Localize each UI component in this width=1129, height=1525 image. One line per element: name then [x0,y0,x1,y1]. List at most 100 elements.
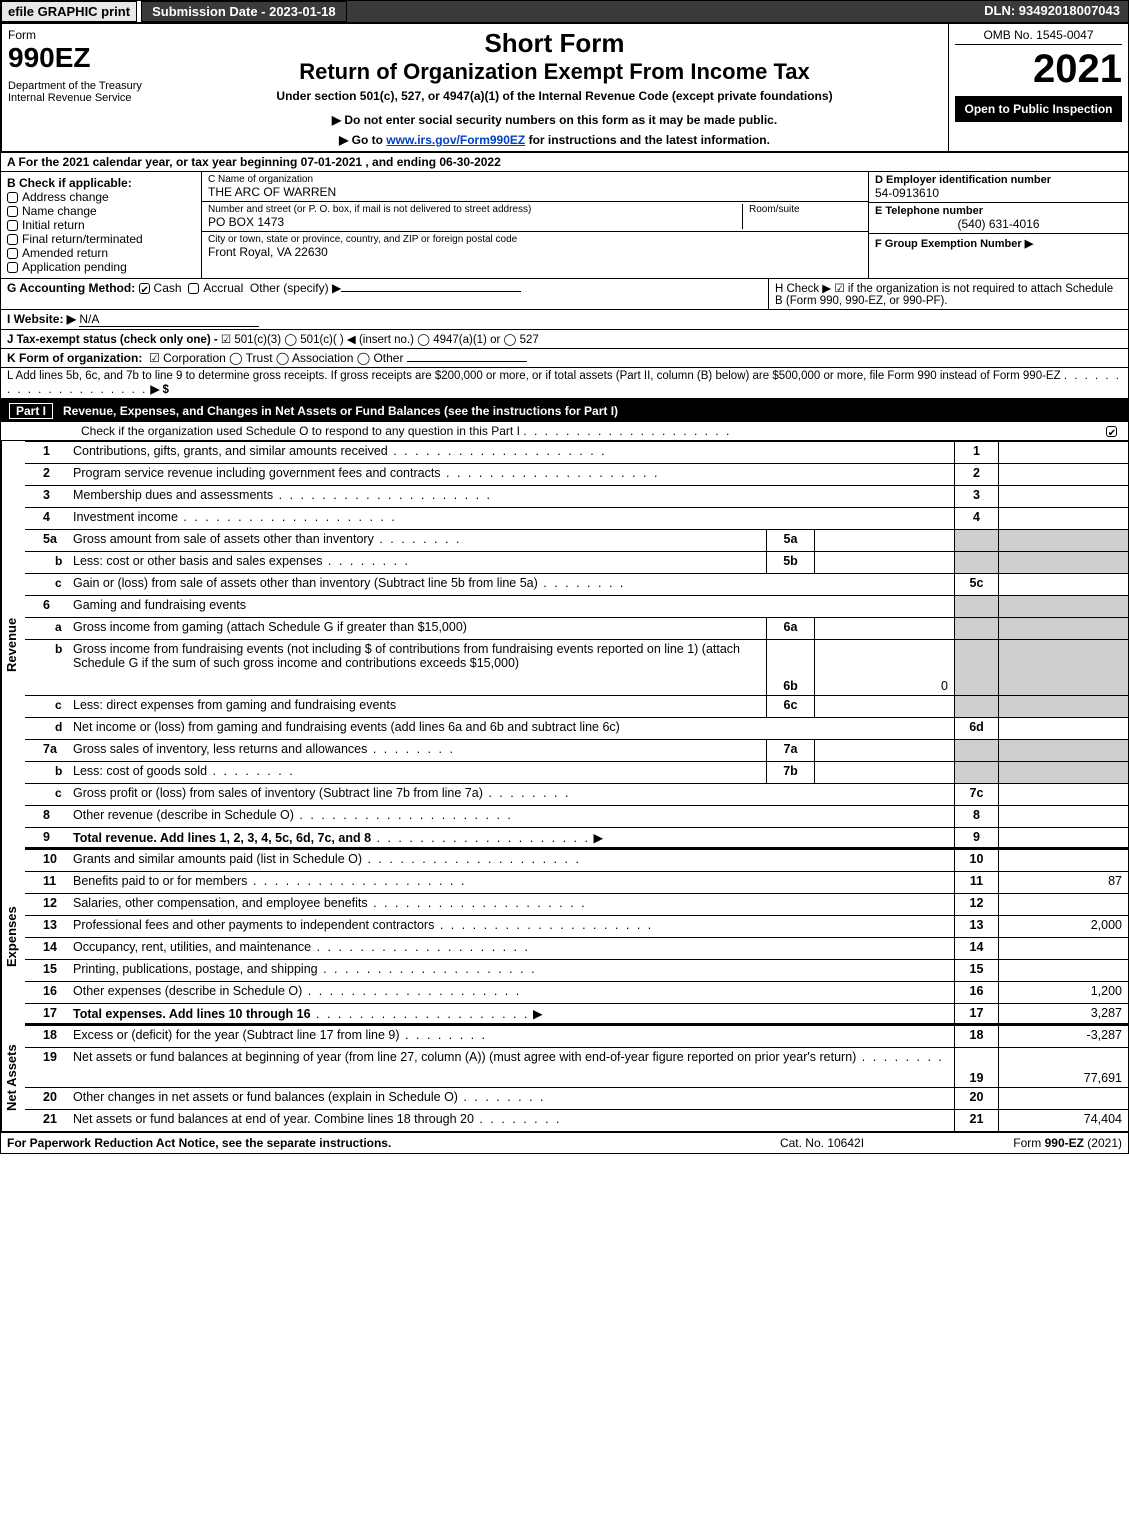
line-desc: Program service revenue including govern… [69,464,954,485]
line-3: 3 Membership dues and assessments 3 [25,485,1128,507]
section-g: G Accounting Method: Cash Accrual Other … [1,279,768,309]
print-button[interactable]: efile GRAPHIC print [1,1,137,22]
city-value: Front Royal, VA 22630 [208,245,862,259]
ein-value: 54-0913610 [875,186,1122,200]
line-1: 1 Contributions, gifts, grants, and simi… [25,441,1128,463]
city-row: City or town, state or province, country… [202,232,868,261]
dept-label: Department of the Treasury Internal Reve… [8,80,155,104]
org-name-value: THE ARC OF WARREN [208,185,862,199]
chk-application-pending[interactable]: Application pending [7,260,195,274]
dots-icon [523,424,731,438]
line-num: 13 [25,916,69,937]
line-rnum: 19 [954,1048,998,1087]
section-d: D Employer identification number 54-0913… [869,172,1128,203]
line-11: 11 Benefits paid to or for members 11 87 [25,871,1128,893]
line-desc: Salaries, other compensation, and employ… [69,894,954,915]
k-other-line[interactable] [407,361,527,362]
city-label: City or town, state or province, country… [208,234,862,245]
line-7b: b Less: cost of goods sold 7b [25,761,1128,783]
line-rnum [954,696,998,717]
line-desc: Gross income from gaming (attach Schedul… [69,618,766,639]
dots-icon [538,576,626,590]
line-num: 6 [25,596,69,617]
line-desc: Total expenses. Add lines 10 through 16 … [69,1004,954,1023]
line-num: b [25,762,69,783]
line-desc: Total revenue. Add lines 1, 2, 3, 4, 5c,… [69,828,954,847]
arrow-icon: ▶ [533,1007,543,1021]
section-i: I Website: ▶ N/A [1,310,1128,329]
chk-final-return[interactable]: Final return/terminated [7,232,195,246]
dots-icon [374,532,462,546]
chk-initial-return[interactable]: Initial return [7,218,195,232]
expenses-side-label: Expenses [1,849,25,1025]
line-rnum: 15 [954,960,998,981]
line-num: 7a [25,740,69,761]
chk-amended-return[interactable]: Amended return [7,246,195,260]
k-options: ☑ Corporation ◯ Trust ◯ Association ◯ Ot… [149,351,403,365]
g-other-line[interactable] [341,291,521,292]
dots-icon [311,940,530,954]
part-i-checkbox[interactable] [1098,422,1128,440]
line-rnum: 2 [954,464,998,485]
line-midbox: 5b [766,552,814,573]
chk-name-change[interactable]: Name change [7,204,195,218]
section-j: J Tax-exempt status (check only one) - ☑… [1,330,1128,348]
line-desc: Net assets or fund balances at end of ye… [69,1110,954,1131]
header-left: Form 990EZ Department of the Treasury In… [1,24,161,151]
line-midbox: 6a [766,618,814,639]
k-label: K Form of organization: [7,351,142,365]
chk-address-change[interactable]: Address change [7,190,195,204]
i-label: I Website: ▶ [7,312,76,326]
line-num: 11 [25,872,69,893]
dots-icon [311,1007,530,1021]
part-i-title: Revenue, Expenses, and Changes in Net As… [63,404,618,418]
section-gh-row: G Accounting Method: Cash Accrual Other … [1,279,1128,310]
line-rnum: 10 [954,850,998,871]
f-label: F Group Exemption Number ▶ [875,238,1033,250]
dots-icon [856,1050,944,1064]
line-midval [814,530,954,551]
dots-icon [367,742,455,756]
chk-accrual[interactable] [188,283,199,294]
line-num: 21 [25,1110,69,1131]
dots-icon [207,764,295,778]
org-name-row: C Name of organization THE ARC OF WARREN [202,172,868,202]
line-rnum: 12 [954,894,998,915]
no-ssn-text: ▶ Do not enter social security numbers o… [169,113,940,127]
line-value [998,508,1128,529]
line-num: 3 [25,486,69,507]
line-18: 18 Excess or (deficit) for the year (Sub… [25,1025,1128,1047]
line-rnum [954,596,998,617]
line-rnum: 14 [954,938,998,959]
line-rnum: 3 [954,486,998,507]
line-value: 3,287 [998,1004,1128,1023]
line-value [998,640,1128,695]
line-num: 20 [25,1088,69,1109]
line-value [998,762,1128,783]
line-rnum: 1 [954,442,998,463]
street-value: PO BOX 1473 [208,215,742,229]
dots-icon [318,962,537,976]
dots-icon [302,984,521,998]
header-right: OMB No. 1545-0047 2021 Open to Public In… [948,24,1128,151]
line-num: 1 [25,442,69,463]
line-desc: Gross amount from sale of assets other t… [69,530,766,551]
line-desc: Less: cost of goods sold [69,762,766,783]
line-rnum [954,618,998,639]
footer-center: Cat. No. 10642I [722,1136,922,1150]
line-8: 8 Other revenue (describe in Schedule O)… [25,805,1128,827]
line-5a: 5a Gross amount from sale of assets othe… [25,529,1128,551]
line-20: 20 Other changes in net assets or fund b… [25,1087,1128,1109]
line-rnum: 4 [954,508,998,529]
footer-right-pre: Form [1013,1136,1044,1150]
line-value [998,574,1128,595]
line-num: 15 [25,960,69,981]
line-desc: Professional fees and other payments to … [69,916,954,937]
goto-link[interactable]: www.irs.gov/Form990EZ [386,133,525,147]
chk-cash[interactable] [139,283,150,294]
dots-icon [247,874,466,888]
g-accrual: Accrual [203,281,243,295]
line-5b: b Less: cost or other basis and sales ex… [25,551,1128,573]
line-6d: d Net income or (loss) from gaming and f… [25,717,1128,739]
line-value [998,938,1128,959]
